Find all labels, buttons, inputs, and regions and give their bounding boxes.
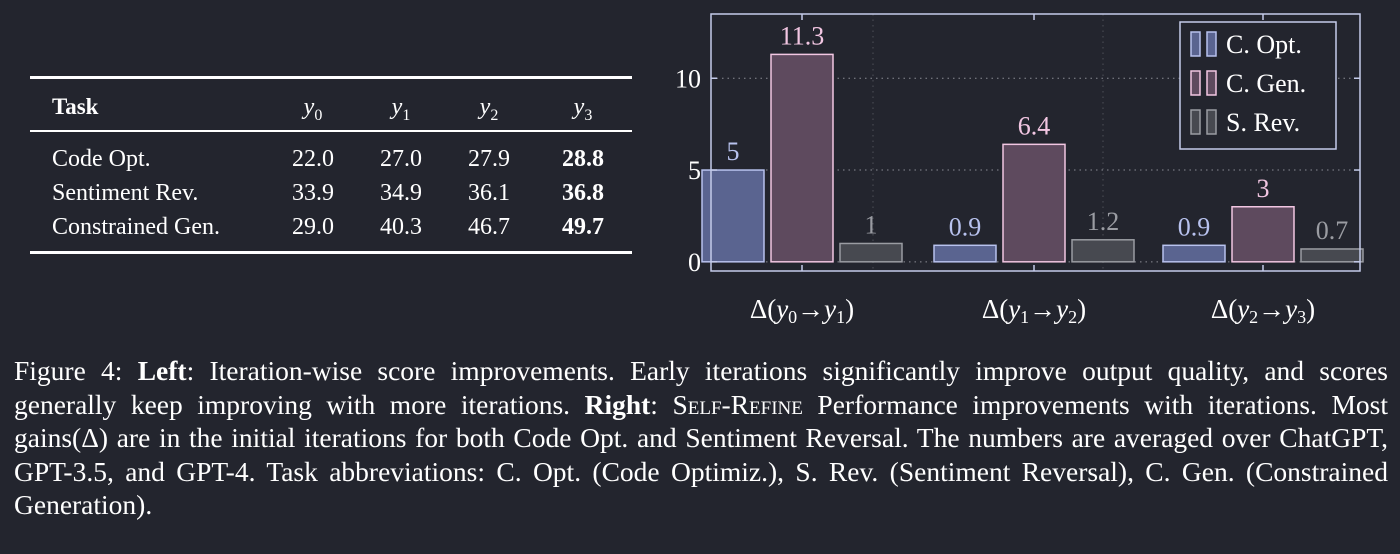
caption-left-text: : Iteration-wise score improvements. Ear… <box>14 355 1388 420</box>
data-label: 0.9 <box>949 212 982 241</box>
figure-caption: Figure 4: Left: Iteration-wise score imp… <box>14 354 1388 522</box>
bar <box>1071 239 1135 263</box>
row-y3: 28.8 <box>562 146 604 172</box>
y-tick-label: 10 <box>675 64 701 93</box>
x-tick-label: Δ(y1→y2) <box>982 294 1086 327</box>
header-y0: y0 <box>303 94 323 124</box>
header-y3: y3 <box>573 94 593 124</box>
y-tick-label: 0 <box>688 248 701 277</box>
row-y3: 49.7 <box>562 214 604 240</box>
legend-box <box>1179 21 1337 150</box>
table-mid-rule <box>30 130 632 132</box>
row-task: Constrained Gen. <box>52 214 220 240</box>
caption-right-text: Performance improvements with iterations… <box>14 388 1388 521</box>
legend-label: C. Opt. <box>1226 30 1302 59</box>
bar <box>933 244 997 263</box>
bar <box>770 53 834 263</box>
bar <box>1162 244 1226 263</box>
row-y3: 36.8 <box>562 180 604 206</box>
caption-prefix: Figure 4: <box>14 355 138 386</box>
legend-label: C. Gen. <box>1226 69 1306 98</box>
data-label: 0.7 <box>1316 216 1349 245</box>
bar <box>839 242 903 263</box>
caption-method: Self-Refine <box>672 388 803 420</box>
bar <box>1300 248 1364 263</box>
legend-swatch <box>1206 70 1217 96</box>
legend-swatch <box>1206 109 1217 135</box>
legend-swatch <box>1206 31 1217 57</box>
legend-swatch <box>1190 109 1201 135</box>
caption-left-label: Left <box>137 355 187 386</box>
data-label: 0.9 <box>1178 212 1211 241</box>
row-y0: 22.0 <box>292 146 334 172</box>
row-y1: 40.3 <box>380 214 422 240</box>
header-y2: y2 <box>479 94 499 124</box>
row-task: Code Opt. <box>52 146 151 172</box>
y-tick-label: 5 <box>688 156 701 185</box>
legend-swatch <box>1190 70 1201 96</box>
row-y0: 29.0 <box>292 214 334 240</box>
row-y2: 36.1 <box>468 180 510 206</box>
table-top-rule <box>30 76 632 79</box>
bar <box>701 169 765 263</box>
data-label: 11.3 <box>780 21 825 50</box>
header-task: Task <box>52 94 99 119</box>
data-label: 1 <box>865 210 878 239</box>
x-tick-label: Δ(y2→y3) <box>1211 294 1315 327</box>
table-bottom-rule <box>30 251 632 254</box>
row-task: Sentiment Rev. <box>52 180 199 206</box>
row-y0: 33.9 <box>292 180 334 206</box>
legend-swatch <box>1190 31 1201 57</box>
bar <box>1002 143 1066 263</box>
data-label: 3 <box>1257 174 1270 203</box>
caption-right-label: Right <box>584 388 651 420</box>
x-tick-label: Δ(y0→y1) <box>750 294 854 327</box>
bar-chart: 5 0.9 0.9 11.3 6.4 3 1 1.2 0.7 0 5 10 Δ(y0→y1) Δ(y1→y… <box>675 13 1364 327</box>
row-y1: 27.0 <box>380 146 422 172</box>
data-label: 1.2 <box>1087 207 1120 236</box>
row-y2: 27.9 <box>468 146 510 172</box>
row-y2: 46.7 <box>468 214 510 240</box>
data-label: 6.4 <box>1018 111 1051 140</box>
legend-label: S. Rev. <box>1226 108 1300 137</box>
header-y1: y1 <box>391 94 411 124</box>
bar <box>1231 206 1295 263</box>
plot-frame <box>710 13 1361 272</box>
caption-right-pre: : <box>650 388 673 420</box>
data-label: 5 <box>727 137 740 166</box>
row-y1: 34.9 <box>380 180 422 206</box>
